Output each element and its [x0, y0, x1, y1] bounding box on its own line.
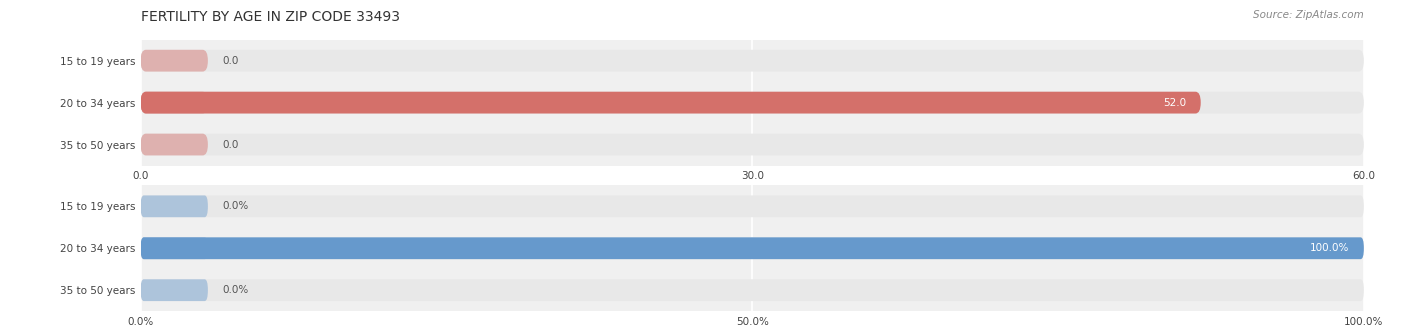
FancyBboxPatch shape: [141, 50, 208, 71]
Text: 0.0: 0.0: [222, 56, 239, 66]
FancyBboxPatch shape: [141, 134, 208, 156]
Text: 52.0: 52.0: [1163, 98, 1187, 108]
FancyBboxPatch shape: [141, 237, 1364, 259]
FancyBboxPatch shape: [141, 237, 208, 259]
FancyBboxPatch shape: [141, 134, 1364, 156]
Text: FERTILITY BY AGE IN ZIP CODE 33493: FERTILITY BY AGE IN ZIP CODE 33493: [141, 10, 399, 24]
Text: 100.0%: 100.0%: [1310, 243, 1350, 253]
FancyBboxPatch shape: [141, 195, 208, 217]
Text: 0.0: 0.0: [222, 140, 239, 150]
FancyBboxPatch shape: [141, 195, 1364, 217]
FancyBboxPatch shape: [141, 92, 1364, 114]
FancyBboxPatch shape: [141, 279, 208, 301]
Text: Source: ZipAtlas.com: Source: ZipAtlas.com: [1253, 10, 1364, 20]
FancyBboxPatch shape: [141, 279, 1364, 301]
FancyBboxPatch shape: [141, 50, 1364, 71]
FancyBboxPatch shape: [141, 92, 208, 114]
FancyBboxPatch shape: [141, 237, 1364, 259]
FancyBboxPatch shape: [141, 92, 1201, 114]
Text: 0.0%: 0.0%: [222, 201, 249, 211]
Text: 0.0%: 0.0%: [222, 285, 249, 295]
